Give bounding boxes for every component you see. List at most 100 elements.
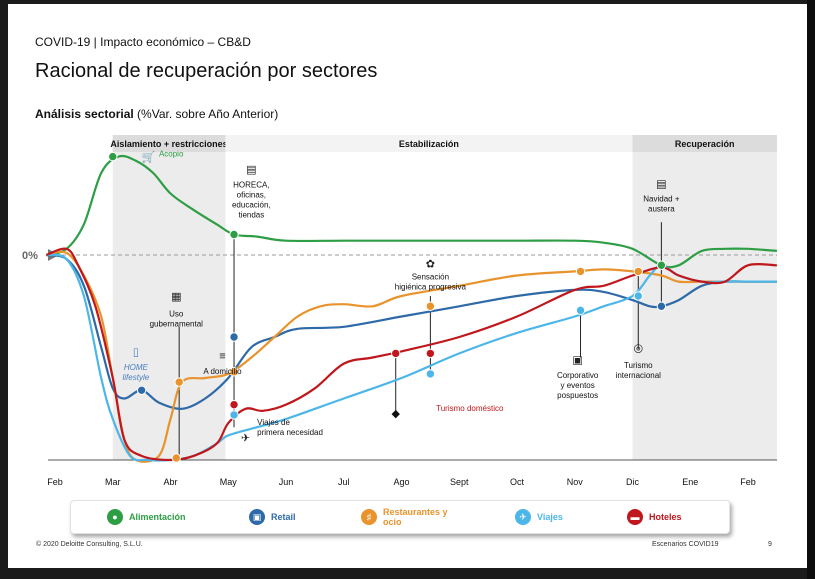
- legend-label-restaurantes: Restaurantes y ocio: [383, 507, 448, 527]
- series-line-hoteles: [45, 247, 777, 462]
- cart-icon: ▣: [249, 509, 265, 525]
- x-tick-label: Nov: [567, 477, 584, 487]
- globe-icon: ◎: [633, 342, 643, 354]
- phase-band: [112, 135, 226, 460]
- legend-label-alimentacion: Alimentación: [129, 512, 186, 522]
- annotation-text: primera necesidad: [257, 428, 323, 437]
- series-marker-restaurantes: [171, 453, 181, 463]
- annotation-text: tiendas: [238, 210, 264, 219]
- legend-item-viajes[interactable]: ✈ Viajes: [515, 508, 563, 526]
- annotation-text: Sensación: [412, 273, 449, 282]
- series-marker-alimentacion: [229, 229, 239, 240]
- cutlery-icon: ♯: [361, 509, 377, 525]
- legend-item-alimentacion[interactable]: ● Alimentación: [107, 508, 186, 526]
- x-tick-label: Abr: [163, 477, 177, 487]
- chart-subtitle-rest: (%Var. sobre Año Anterior): [133, 107, 279, 121]
- legend-label-retail: Retail: [271, 512, 296, 522]
- legend-label-viajes: Viajes: [537, 512, 563, 522]
- chart-legend: ● Alimentación ▣ Retail ♯ Restaurantes y…: [70, 500, 730, 534]
- annotation-text: higiénica progresiva: [395, 283, 467, 292]
- legend-item-hoteles[interactable]: ▬ Hoteles: [627, 508, 682, 526]
- x-tick-label: Dic: [626, 477, 639, 487]
- breadcrumb: COVID-19 | Impacto económico – CB&D: [35, 35, 251, 49]
- series-marker-viajes: [575, 305, 586, 316]
- annotation-text: austera: [648, 205, 675, 214]
- series-marker-restaurantes: [174, 377, 184, 387]
- plane-icon: ✈: [515, 509, 531, 525]
- annotation-text: A domicilio: [203, 367, 242, 376]
- phase-header: [632, 135, 777, 152]
- government-building-icon: ▦: [171, 291, 181, 303]
- annotation-text: oficinas,: [237, 190, 266, 199]
- annotation-text: Viajes de: [257, 418, 290, 427]
- annotation-text: Turismo: [624, 361, 653, 370]
- x-tick-label: Feb: [740, 477, 756, 487]
- wifi-icon: ≡: [219, 351, 225, 363]
- x-tick-label: Ene: [682, 477, 698, 487]
- annotation-text: gubernamental: [150, 320, 204, 329]
- x-tick-label: Jul: [338, 477, 350, 487]
- phase-label: Recuperación: [675, 139, 735, 149]
- series-marker-viajes: [229, 410, 239, 420]
- legend-item-retail[interactable]: ▣ Retail: [249, 508, 296, 526]
- annotation-text: HORECA,: [233, 180, 269, 189]
- annotation-text: HOME: [124, 363, 149, 372]
- annotation-text: internacional: [616, 371, 662, 380]
- series-marker-hoteles: [391, 348, 401, 359]
- store-sign-icon: ▤: [246, 164, 256, 176]
- annotation-text: Acopio: [159, 150, 184, 159]
- series-marker-restaurantes: [575, 266, 586, 277]
- footer-copyright: © 2020 Deloitte Consulting, S.L.U.: [36, 541, 143, 548]
- x-tick-label: Sept: [450, 477, 469, 487]
- window-edge: [807, 0, 815, 579]
- x-tick-label: Oct: [510, 477, 525, 487]
- series-marker-retail: [229, 332, 239, 342]
- series-marker-retail: [656, 301, 667, 311]
- series-marker-viajes: [425, 369, 436, 379]
- annotation-text: Uso: [169, 310, 184, 319]
- series-line-alimentacion: [45, 154, 777, 269]
- x-tick-label: Ago: [393, 477, 409, 487]
- series-marker-restaurantes: [425, 301, 436, 311]
- zero-label: 0%: [22, 250, 38, 262]
- mouse-icon: ▯: [133, 346, 139, 358]
- apple-icon: ●: [107, 509, 123, 525]
- legend-item-restaurantes[interactable]: ♯ Restaurantes y ocio: [361, 507, 463, 527]
- x-tick-label: Mar: [105, 477, 121, 487]
- page-title: Racional de recuperación por sectores: [35, 60, 378, 82]
- chart-subtitle: Análisis sectorial (%Var. sobre Año Ante…: [35, 107, 278, 121]
- x-tick-label: Jun: [279, 477, 294, 487]
- annotation-text: Navidad +: [643, 195, 680, 204]
- series-marker-viajes: [633, 291, 643, 301]
- spain-map-icon: ◆: [391, 408, 400, 420]
- legend-label-hoteles: Hoteles: [649, 512, 682, 522]
- bed-icon: ▬: [627, 509, 643, 525]
- x-tick-label: May: [220, 477, 238, 487]
- series-marker-hoteles: [425, 348, 436, 359]
- annotation-text: pospuestos: [557, 391, 598, 400]
- annotation-text: lifestyle: [123, 373, 150, 382]
- phase-label: Estabilización: [399, 139, 459, 149]
- series-marker-restaurantes: [229, 367, 239, 377]
- annotation-text: Turismo doméstico: [436, 404, 504, 413]
- phase-label: Aislamiento + restricciones: [110, 139, 227, 149]
- virus-icon: ✿: [426, 258, 435, 270]
- phase-header: [225, 135, 633, 152]
- chart-subtitle-bold: Análisis sectorial: [35, 107, 134, 121]
- series-marker-alimentacion: [108, 151, 118, 162]
- annotation-text: educación,: [232, 200, 271, 209]
- page-number: 9: [768, 541, 772, 548]
- airplane-icon: ✈: [241, 433, 250, 445]
- basket-icon: 🛒: [142, 151, 156, 164]
- phase-header: [112, 135, 226, 152]
- annotation-text: y eventos: [561, 381, 595, 390]
- series-marker-hoteles: [229, 399, 239, 410]
- x-tick-label: Feb: [47, 477, 63, 487]
- series-marker-restaurantes: [633, 266, 643, 277]
- briefcase-icon: ▣: [572, 355, 582, 367]
- annotation-text: Corporativo: [557, 371, 599, 380]
- footer-deck-name: Escenarios COVID19: [652, 541, 719, 548]
- series-marker-alimentacion: [656, 260, 667, 270]
- phase-band: [632, 135, 777, 460]
